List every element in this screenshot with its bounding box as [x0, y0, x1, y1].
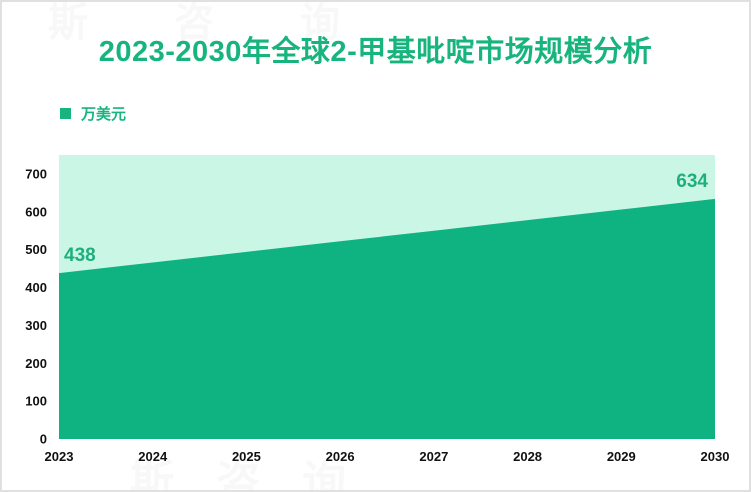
data-label: 634 [676, 171, 708, 192]
x-tick-label: 2027 [419, 449, 448, 464]
area-series [59, 198, 715, 439]
y-tick-label: 100 [25, 394, 47, 409]
x-tick-label: 2029 [607, 449, 636, 464]
y-tick-label: 0 [40, 432, 47, 447]
x-tick-label: 2030 [701, 449, 730, 464]
x-tick-label: 2026 [326, 449, 355, 464]
y-tick-label: 300 [25, 318, 47, 333]
page-title: 2023-2030年全球2-甲基吡啶市场规模分析 [98, 36, 653, 68]
y-tick-label: 500 [25, 242, 47, 257]
x-tick-label: 2023 [45, 449, 74, 464]
legend-label: 万美元 [81, 106, 127, 123]
legend-swatch-icon [60, 108, 71, 119]
y-tick-label: 200 [25, 356, 47, 371]
x-tick-label: 2025 [232, 449, 261, 464]
x-tick-label: 2024 [138, 449, 168, 464]
x-tick-label: 2028 [513, 449, 542, 464]
y-tick-label: 600 [25, 204, 47, 219]
legend: 万美元 [60, 103, 126, 124]
y-tick-label: 700 [25, 166, 47, 181]
y-tick-label: 400 [25, 280, 47, 295]
data-label: 438 [64, 245, 96, 266]
